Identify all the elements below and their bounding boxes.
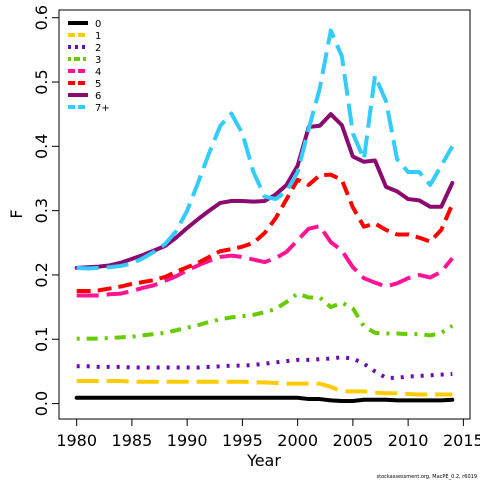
legend-label: 2 xyxy=(95,43,101,54)
y-axis: 0.0 0.1 0.2 0.3 0.4 0.5 0.6 xyxy=(32,5,60,416)
x-tick-label: 1980 xyxy=(56,431,97,450)
legend-label: 6 xyxy=(95,91,101,102)
series-line-0 xyxy=(74,395,455,403)
y-tick-label: 0.4 xyxy=(32,134,51,159)
series-line-1 xyxy=(76,379,453,397)
y-tick-label: 0.5 xyxy=(32,69,51,94)
x-tick-label: 1995 xyxy=(222,431,263,450)
x-axis: 1980 1985 1990 1995 2000 2005 2010 2015 xyxy=(56,418,480,450)
series-layer xyxy=(74,28,455,403)
x-tick-label: 2010 xyxy=(388,431,429,450)
series-line-4 xyxy=(76,224,454,298)
y-tick-label: 0.3 xyxy=(32,198,51,223)
x-tick-label: 2000 xyxy=(277,431,318,450)
y-tick-label: 0.0 xyxy=(32,391,51,416)
legend-label: 4 xyxy=(95,67,101,78)
legend-label: 3 xyxy=(95,55,101,66)
series-line-7plus xyxy=(76,28,455,271)
series-line-6 xyxy=(74,112,455,270)
series-line-2 xyxy=(76,355,453,380)
legend-label: 5 xyxy=(95,79,101,90)
x-tick-label: 1990 xyxy=(167,431,208,450)
y-tick-label: 0.6 xyxy=(32,5,51,30)
y-tick-label: 0.2 xyxy=(32,262,51,287)
plot-box xyxy=(58,9,471,420)
series-line-5 xyxy=(76,172,455,294)
x-tick-label: 2015 xyxy=(443,431,480,450)
y-tick-label: 0.1 xyxy=(32,327,51,352)
legend-label: 0 xyxy=(95,19,101,30)
x-tick-label: 2005 xyxy=(333,431,374,450)
legend-label: 7+ xyxy=(95,103,110,114)
x-axis-title: Year xyxy=(246,451,281,470)
y-axis-title: F xyxy=(7,209,26,218)
x-tick-label: 1985 xyxy=(112,431,153,450)
legend-label: 1 xyxy=(95,31,101,42)
footnote: stockassessment.org, MacPE_0.2, r6019 xyxy=(377,474,478,480)
series-line-3 xyxy=(76,291,454,341)
